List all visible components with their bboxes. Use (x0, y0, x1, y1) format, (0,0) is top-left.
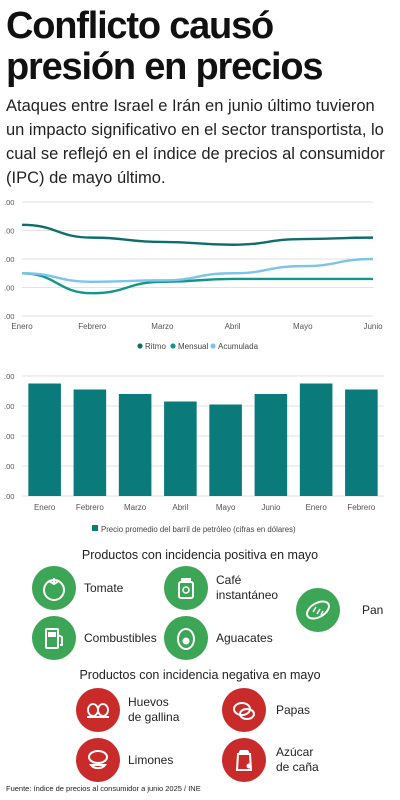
bar (254, 394, 288, 496)
x-tick-label: Abril (225, 322, 241, 331)
y-tick-label: .00 (4, 462, 14, 471)
bar (73, 389, 107, 496)
product-label: Aguacates (216, 630, 273, 645)
coffee-icon (164, 566, 208, 610)
bar-chart: .00 .00 .00 .00 .00 Enero Febrero Marzo Abril May… (4, 372, 384, 534)
legend-label: Mensual (178, 342, 208, 351)
x-tick-label: Enero (34, 503, 56, 512)
x-tick-label: Mayo (216, 503, 236, 512)
series-line-mensual (21, 272, 373, 295)
product-label: Limones (128, 752, 174, 767)
y-tick-label: .00 (4, 372, 14, 381)
x-tick-label: Marzo (151, 322, 174, 331)
product-cafe: Café instantáneo (164, 566, 278, 610)
x-tick-label: Mayo (293, 322, 313, 331)
legend-marker (137, 343, 143, 349)
x-tick-label: Enero (305, 503, 327, 512)
product-aguacates: Aguacates (164, 616, 273, 660)
legend-label: Precio promedio del barril de petróleo (… (101, 525, 296, 534)
product-tomate: Tomate (32, 566, 123, 610)
series-line-acumulada (21, 257, 374, 284)
bar (164, 401, 197, 496)
legend-marker (210, 343, 216, 349)
x-tick-label: Febrero (76, 503, 105, 512)
product-pan: Pan (296, 588, 383, 632)
lemon-icon (76, 738, 120, 782)
bar (299, 383, 333, 496)
bar (345, 389, 378, 496)
y-tick-label: .00 (4, 198, 14, 207)
x-tick-label: Enero (11, 322, 33, 331)
legend-label: Ritmo (145, 342, 166, 351)
product-limones: Limones (76, 738, 173, 782)
x-tick-label: Abril (172, 503, 188, 512)
y-tick-label: .00 (4, 402, 14, 411)
product-label: Café instantáneo (216, 573, 279, 602)
product-label: Azúcar de caña (276, 745, 319, 774)
product-label: Huevos de gallina (128, 695, 180, 724)
bar (118, 394, 152, 496)
x-tick-label: Marzo (124, 503, 147, 512)
negative-section-title: Productos con incidencia negativa en may… (79, 668, 321, 682)
eggs-icon (76, 688, 120, 732)
legend-label: Acumulada (218, 342, 259, 351)
product-label: Pan (362, 602, 384, 617)
product-label: Tomate (84, 580, 124, 595)
sugar-icon (222, 738, 266, 782)
fuel-icon (32, 616, 76, 660)
product-label: Combustibles (84, 630, 157, 645)
y-tick-label: .00 (4, 255, 14, 264)
series-line-ritmo (21, 223, 374, 246)
tomato-icon (32, 566, 76, 610)
positive-section-title: Productos con incidencia positiva en may… (81, 548, 319, 562)
page-subtitle: Ataques entre Israel e Irán en junio últ… (6, 97, 385, 187)
y-tick-label: .00 (4, 432, 14, 441)
bar (28, 383, 61, 496)
product-papas: Papas (222, 688, 310, 732)
avocado-icon (164, 616, 208, 660)
product-combustibles: Combustibles (32, 616, 157, 660)
product-label: Papas (276, 702, 311, 717)
bar (209, 404, 242, 496)
legend-marker (92, 525, 98, 531)
bread-icon (296, 588, 340, 632)
page-title: Conflicto causó presión en precios (6, 5, 323, 88)
x-tick-label: Junio (261, 503, 281, 512)
y-tick-label: .00 (4, 492, 14, 501)
product-azucar: Azúcar de caña (222, 738, 319, 782)
legend-marker (170, 343, 176, 349)
y-tick-label: .00 (4, 227, 14, 236)
x-tick-label: Junio (363, 322, 383, 331)
potato-icon (222, 688, 266, 732)
x-tick-label: Febrero (347, 503, 376, 512)
y-tick-label: .00 (4, 312, 14, 321)
source-note: Fuente: índice de precios al consumidor … (6, 784, 201, 793)
y-tick-label: .00 (4, 284, 14, 293)
product-huevos: Huevos de gallina (76, 688, 179, 732)
x-tick-label: Febrero (78, 322, 107, 331)
